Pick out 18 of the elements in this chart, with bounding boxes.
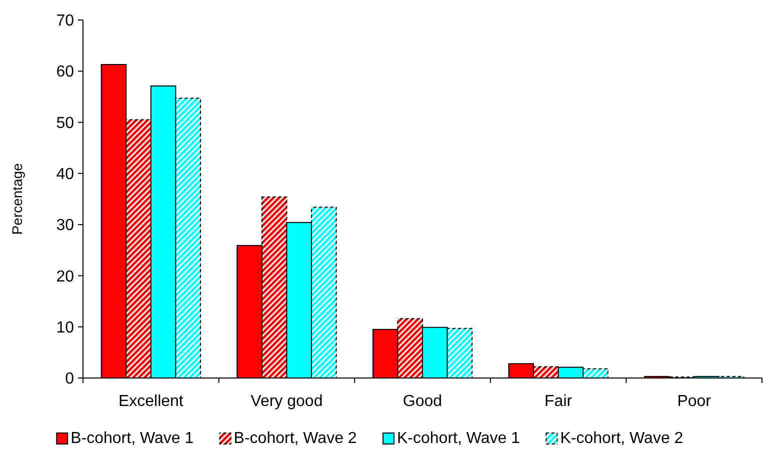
x-tick-label: Very good	[250, 393, 323, 410]
legend-label: K-cohort, Wave 2	[560, 430, 684, 447]
legend-label: K-cohort, Wave 1	[397, 430, 520, 447]
y-axis-title: Percentage	[9, 162, 25, 235]
y-tick-label: 10	[56, 319, 74, 336]
y-tick-label: 20	[56, 268, 74, 286]
x-tick-label: Poor	[677, 393, 712, 410]
y-tick-label: 60	[56, 64, 74, 81]
y-tick-label: 30	[56, 217, 74, 234]
y-tick-label: 0	[65, 370, 74, 388]
x-tick-label: Excellent	[118, 393, 184, 410]
x-tick-label: Good	[402, 393, 442, 410]
y-tick-label: 40	[56, 166, 74, 184]
legend-label: B-cohort, Wave 2	[234, 430, 357, 447]
legend-label: B-cohort, Wave 1	[70, 430, 194, 447]
x-tick-label: Fair	[544, 393, 573, 410]
y-tick-label: 50	[56, 114, 74, 132]
y-tick-label: 70	[56, 12, 74, 30]
